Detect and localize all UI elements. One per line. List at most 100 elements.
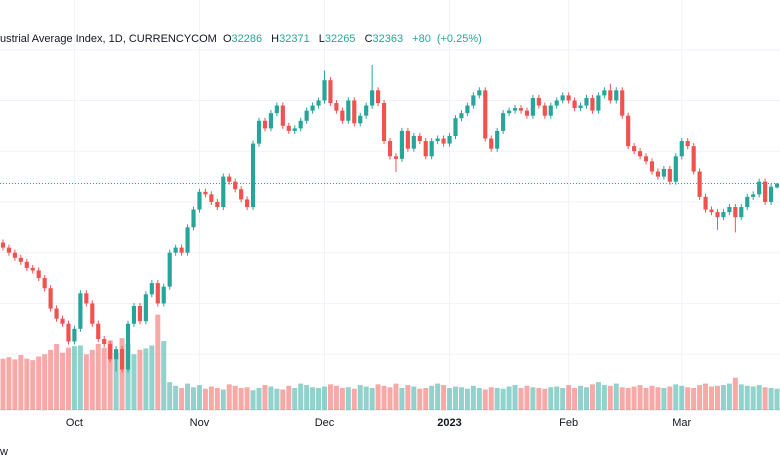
candle-body — [745, 196, 750, 208]
ohlc-value: 32371 — [279, 33, 310, 45]
candle-body — [614, 90, 619, 101]
candle-body — [435, 138, 440, 142]
volume-bar — [262, 385, 268, 410]
candle-body — [173, 247, 178, 253]
volume-bar — [703, 383, 709, 410]
volume-bar — [149, 345, 155, 410]
candle-body — [507, 110, 512, 114]
volume-bar — [637, 385, 643, 410]
volume-bar — [161, 341, 167, 410]
candle-body — [774, 183, 780, 188]
candle-body — [620, 90, 625, 116]
candle-body — [501, 113, 506, 131]
volume-bar — [494, 388, 500, 410]
candle-body — [685, 141, 690, 147]
candle-body — [536, 97, 541, 106]
volume-bar — [720, 385, 726, 410]
volume-bar — [554, 386, 560, 410]
candle-body — [203, 191, 208, 195]
candle-body — [256, 120, 262, 144]
candle-body — [590, 97, 595, 111]
candle-body — [447, 135, 452, 144]
candle-body — [78, 293, 83, 329]
volume-bar — [322, 386, 328, 410]
candle-body — [90, 303, 95, 324]
volume-bar — [24, 358, 30, 410]
candle-body — [768, 186, 774, 202]
candle-body — [197, 191, 202, 210]
candle-body — [346, 100, 351, 121]
volume-bar — [369, 388, 375, 410]
volume-bar — [268, 386, 274, 410]
volume-bar — [452, 386, 458, 410]
candle-body — [36, 270, 41, 279]
volume-bar — [542, 388, 548, 410]
candle-body — [239, 189, 244, 200]
candle-body — [215, 201, 220, 208]
candle-body — [268, 113, 273, 129]
candle-body — [119, 349, 125, 370]
candle-body — [155, 283, 160, 304]
candle-body — [358, 115, 363, 124]
candle-body — [322, 80, 327, 101]
volume-bar — [327, 384, 333, 410]
candle-body — [691, 146, 696, 172]
x-tick-label: Mar — [672, 417, 691, 429]
volume-bar — [36, 356, 42, 410]
candle-body — [221, 176, 226, 208]
volume-bar — [77, 345, 83, 410]
candle-body — [673, 156, 678, 182]
candle-body — [637, 151, 643, 157]
volume-bar — [548, 387, 554, 410]
candle-body — [739, 207, 744, 218]
volume-bar — [256, 388, 262, 410]
volume-bar — [345, 387, 351, 410]
volume-bar — [292, 388, 298, 410]
volume-bar — [661, 388, 667, 410]
volume-bar — [6, 357, 12, 410]
candle-body — [48, 288, 53, 309]
volume-bar — [679, 385, 685, 410]
volume-bar — [500, 388, 506, 410]
volume-bar — [196, 385, 202, 410]
volume-bar — [298, 383, 304, 410]
volume-bar — [435, 383, 441, 410]
candle-body — [42, 278, 47, 289]
volume-bar — [83, 354, 89, 410]
volume-bar — [274, 388, 280, 410]
volume-bar — [470, 385, 476, 410]
volume-bar — [530, 387, 536, 410]
volume-bar — [738, 384, 744, 410]
candle-body — [596, 95, 601, 111]
candle-body — [465, 105, 470, 114]
candle-body — [572, 100, 577, 109]
ohlc-letter: C — [364, 33, 373, 45]
candle-body — [542, 105, 547, 116]
volume-bar — [107, 340, 113, 410]
volume-bar — [631, 386, 637, 410]
candle-body — [316, 100, 321, 106]
candle-body — [364, 105, 369, 116]
candle-body — [280, 105, 285, 126]
candle-body — [149, 283, 154, 295]
candle-body — [661, 168, 666, 177]
volume-bar — [566, 385, 572, 410]
volume-bar — [375, 384, 381, 410]
candle-body — [626, 115, 631, 147]
candle-body — [125, 323, 131, 370]
candle-body — [584, 97, 589, 106]
candle-body — [411, 135, 416, 149]
volume-bar — [71, 346, 77, 410]
volume-bar — [619, 387, 625, 410]
volume-bar — [65, 347, 71, 410]
volume-bar — [179, 388, 185, 410]
volume-bar — [387, 387, 393, 410]
ohlc-value: 32363 — [372, 33, 404, 45]
footer-text: w — [0, 446, 8, 458]
volume-bar — [744, 385, 750, 410]
volume-bar — [476, 388, 482, 410]
candle-body — [30, 267, 35, 271]
volume-bar — [173, 385, 179, 410]
candle-body — [161, 286, 166, 304]
candle-body — [495, 130, 500, 149]
